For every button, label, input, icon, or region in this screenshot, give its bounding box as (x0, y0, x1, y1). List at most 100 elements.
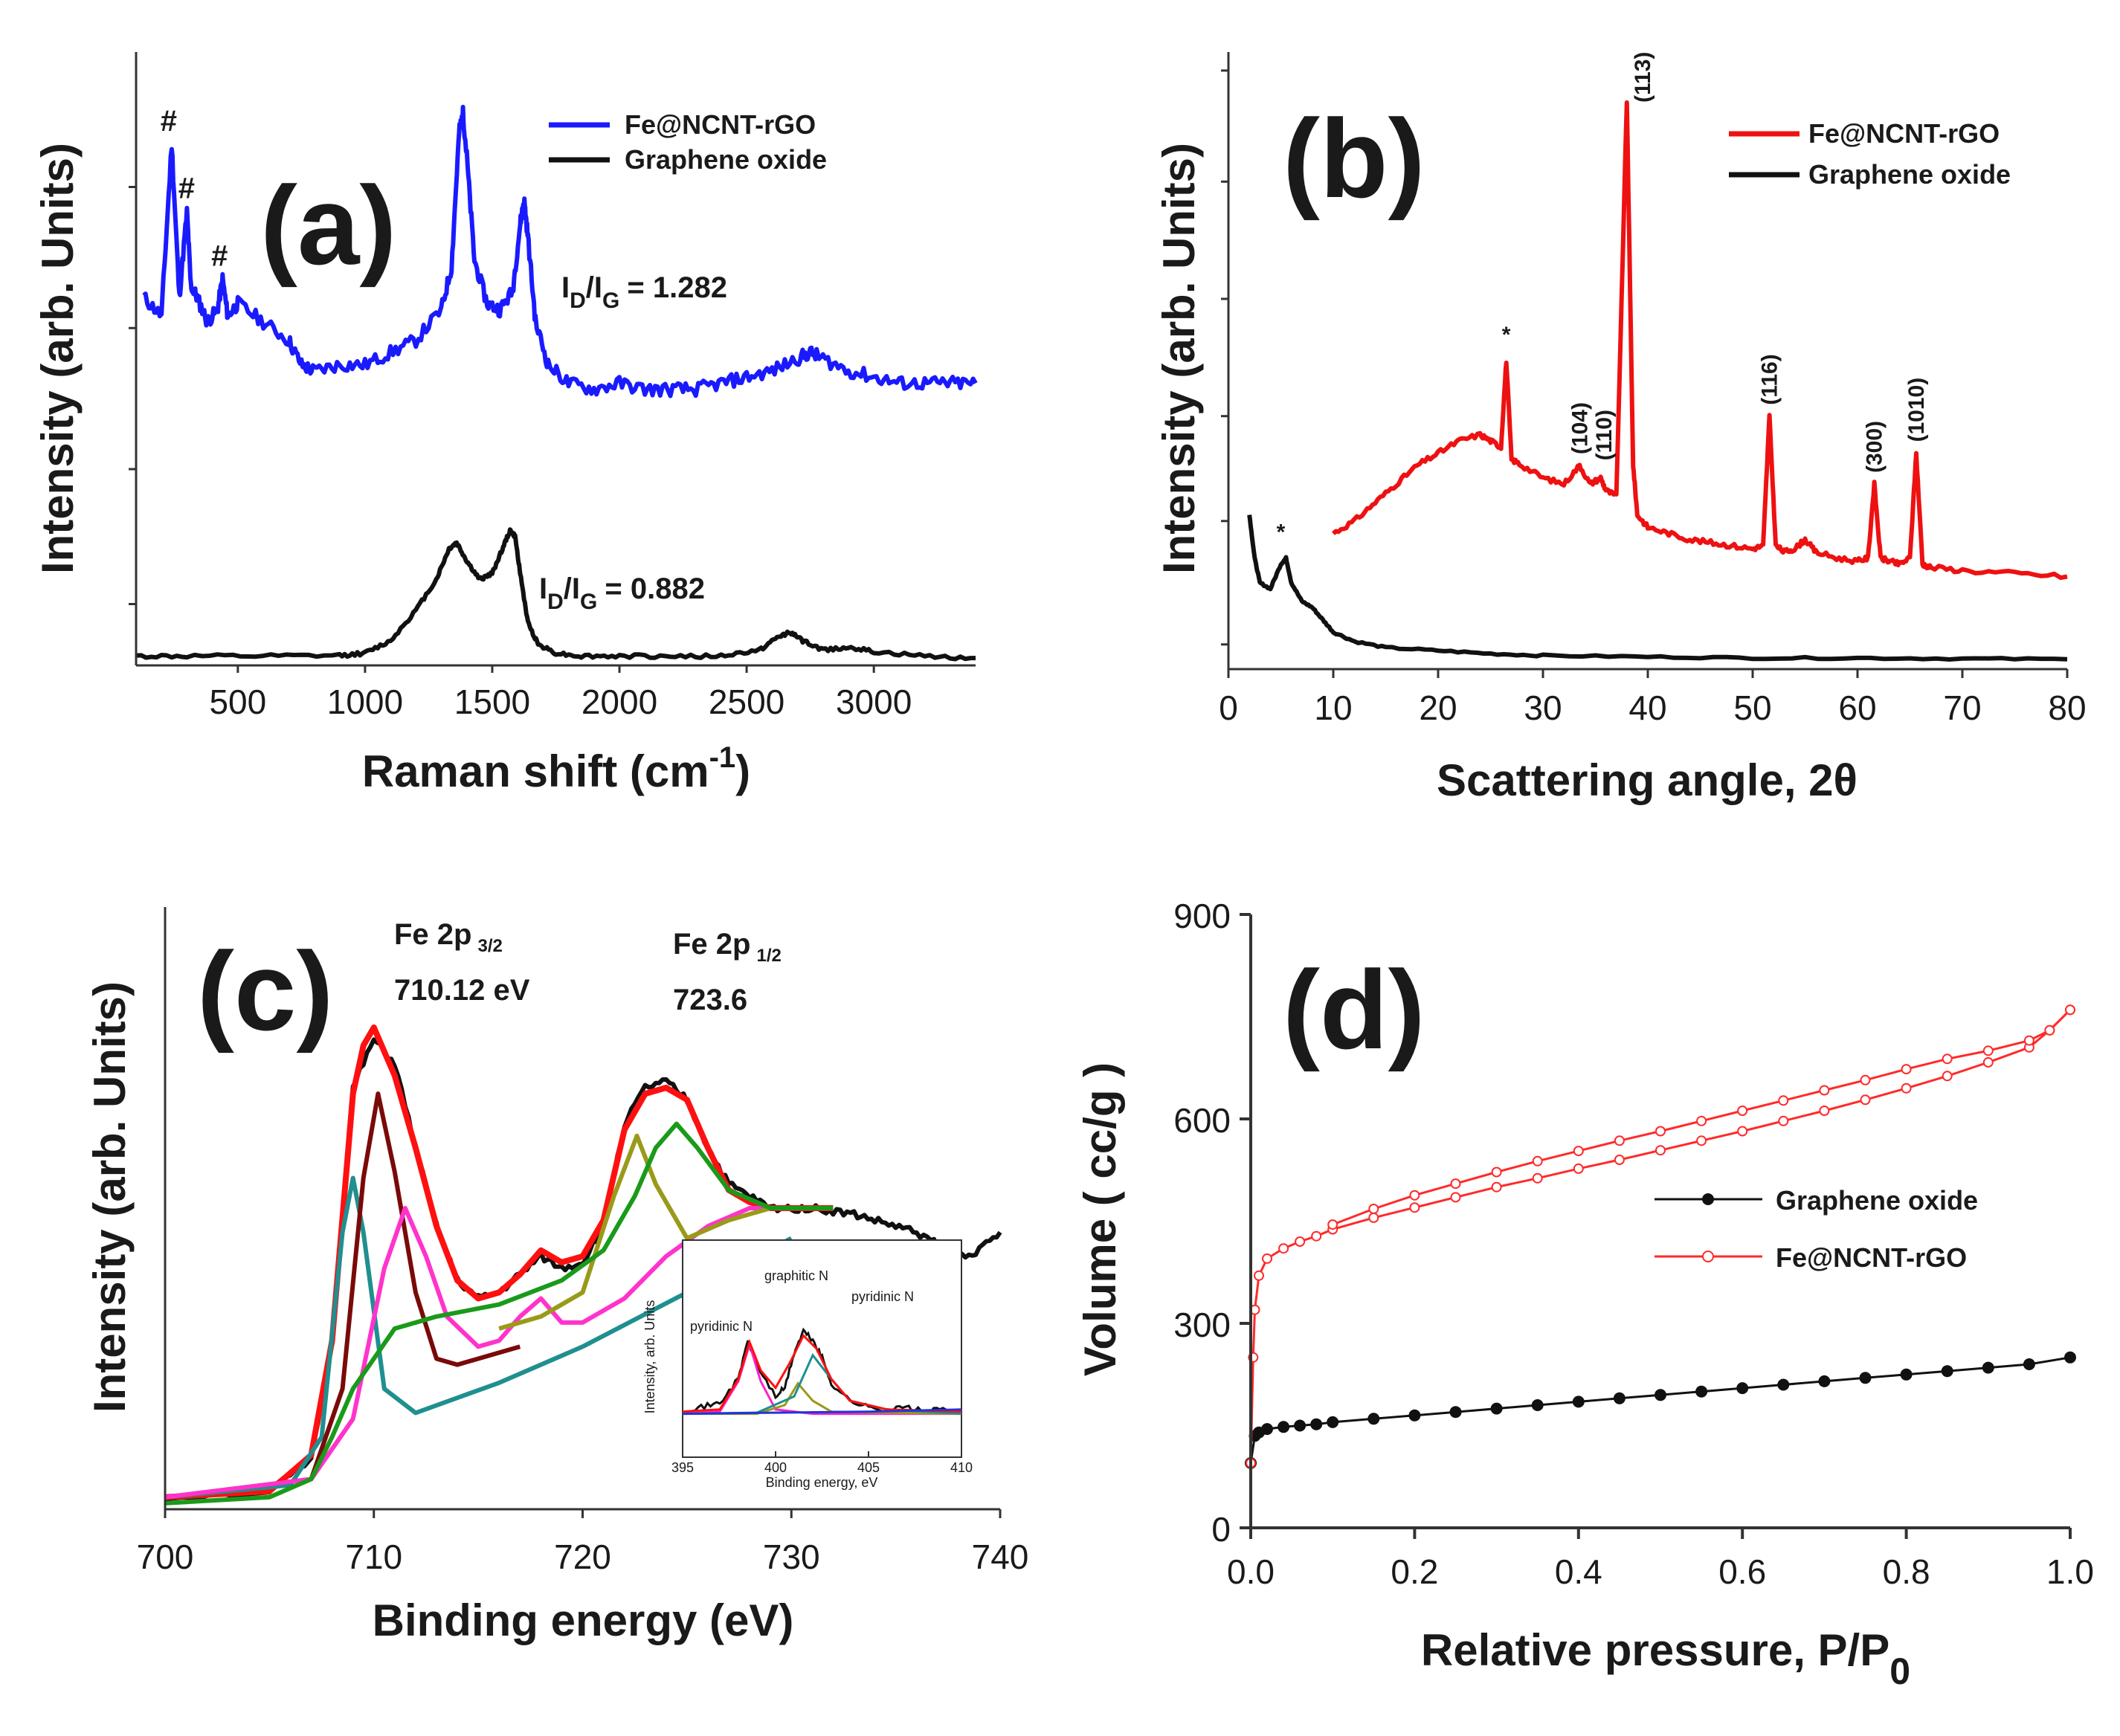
panel-a-legend-label-1: Fe@NCNT-rGO (625, 109, 816, 140)
panel-c-fe2p32-value: 710.12 eV (394, 974, 530, 1007)
panel-b-x-tick-label-40: 40 (1628, 688, 1666, 727)
panel-a-x-tick-label-1000: 1000 (327, 683, 403, 721)
panel-c-fe2p32-main: Fe 2p (394, 918, 471, 951)
panel-d-graphene-oxide-point (1367, 1413, 1380, 1425)
panel-b-peak-labels: * * (104) (110) (113) (116) (300) (1010) (1277, 52, 1929, 545)
panel-d-graphene-oxide-point (1941, 1365, 1953, 1378)
panel-a-x-axis-title-sup: -1 (709, 741, 736, 774)
panel-c-series-peak-724-line (164, 1121, 834, 1506)
panel-d-fe-point (1819, 1085, 1830, 1096)
panel-d-y-axis-title: Volume ( cc/g ) (1075, 1062, 1125, 1376)
panel-c-x-axis-title: Binding energy (eV) (373, 1595, 794, 1645)
panel-d-graphene-oxide-point (1695, 1385, 1708, 1398)
panel-b-peak-label-3: (104) (1568, 402, 1592, 454)
panel-a-ratio-blue: ID/IG = 1.282 (561, 271, 727, 313)
panel-b-plot (1247, 100, 2068, 662)
panel-a-ratio-black-value: = 0.882 (605, 572, 705, 605)
panel-c-series-peak-722-line (498, 1133, 834, 1331)
panel-d-fe-point (1737, 1126, 1748, 1137)
panel-a-ratio-blue-value: = 1.282 (627, 271, 727, 304)
panel-d-fe-point (1573, 1163, 1584, 1174)
panel-a-ratio-blue-sub-d: D (570, 288, 586, 313)
panel-b-x-tick-label-20: 20 (1419, 688, 1457, 727)
panel-d-fe-point (1901, 1064, 1912, 1075)
panel-d: (d) 0.0 0.2 0.4 0.6 0.8 1.0 0 300 600 900 Volume… (1075, 897, 2094, 1692)
panel-d-y-tick-label-600: 600 (1173, 1101, 1231, 1140)
panel-c-plot (164, 1025, 1002, 1506)
panel-c-inset-label-pyridinic-1: pyridinic N (690, 1319, 753, 1334)
panel-c-inset-x-ticks: 395 400 405 410 (671, 1451, 973, 1475)
panel-d-graphene-oxide-point (1859, 1372, 1872, 1384)
panel-c-fe2p12-label: Fe 2p 1/2 (673, 928, 782, 966)
panel-d-y-tick-label-0: 0 (1211, 1510, 1231, 1549)
panel-d-fe-point (1982, 1056, 1994, 1068)
panel-d-fe-point (1532, 1172, 1543, 1184)
panel-b-x-tick-label-30: 30 (1524, 688, 1562, 727)
panel-d-x-ticks: 0.0 0.2 0.4 0.6 0.8 1.0 (1227, 1528, 2094, 1591)
panel-a-ratio-blue-i1: I (561, 271, 570, 304)
panel-b-x-tick-label-50: 50 (1733, 688, 1771, 727)
panel-a-series-1-line (142, 104, 978, 398)
panel-c-y-axis-title: Intensity (arb. Units) (85, 981, 135, 1413)
panel-d-fe-point (1450, 1178, 1461, 1190)
panel-a-label: (a) (260, 163, 396, 288)
panel-c-inset: 395 400 405 410 Intensity, arb. Units Bindi… (642, 1239, 973, 1490)
panel-d-legend-marker-1 (1702, 1193, 1714, 1205)
panel-d-x-tick-label-0.4: 0.4 (1555, 1552, 1602, 1591)
panel-a-x-ticks: 500 1000 1500 2000 2500 3000 (209, 665, 912, 721)
panel-d-fe-point (1942, 1053, 1953, 1065)
panel-d-graphene-oxide-point (1278, 1421, 1290, 1433)
panel-d-fe-point (1409, 1202, 1420, 1213)
panel-b-legend: Fe@NCNT-rGO Graphene oxide (1729, 118, 2011, 190)
panel-d-fe-point (1982, 1045, 1994, 1056)
panel-b-peak-label-5: (113) (1631, 52, 1655, 103)
panel-d-fe-point (1311, 1230, 1322, 1242)
panel-a-legend: Fe@NCNT-rGO Graphene oxide (549, 109, 827, 175)
panel-c-x-tick-label-720: 720 (554, 1537, 611, 1576)
panel-c-fe2p32-sub: 3/2 (477, 936, 502, 956)
panel-d-graphene-oxide-point (2064, 1351, 2076, 1364)
panel-d-fe-point (1655, 1145, 1666, 1156)
panel-d-graphene-oxide-point (1900, 1368, 1913, 1381)
panel-c-inset-x-tick-label-395: 395 (671, 1460, 694, 1475)
panel-c-inset-plot (682, 1327, 963, 1416)
panel-b-x-tick-label-0: 0 (1219, 688, 1238, 727)
panel-b-legend-label-1: Fe@NCNT-rGO (1808, 118, 2000, 149)
panel-d-legend-label-1: Graphene oxide (1776, 1185, 1978, 1216)
panel-b-x-axis-title: Scattering angle, 2θ (1437, 755, 1858, 805)
panel-b-series-2-line (1247, 514, 2068, 662)
panel-a-x-tick-label-500: 500 (209, 683, 266, 721)
panel-b-x-tick-label-70: 70 (1943, 688, 1981, 727)
panel-d-graphene-oxide-point (1531, 1399, 1544, 1411)
panel-b-legend-label-2: Graphene oxide (1808, 159, 2011, 190)
panel-a-ratio-black: ID/IG = 0.882 (539, 572, 705, 614)
panel-d-legend-marker-2 (1702, 1251, 1714, 1262)
panel-a-x-tick-label-1500: 1500 (454, 683, 530, 721)
panel-d-fe-point (1696, 1115, 1707, 1126)
panel-d-fe-point (2044, 1025, 2055, 1036)
panel-b: (b) 0 10 20 30 40 50 60 70 80 Intensity (arb. Un… (1154, 52, 2087, 805)
panel-b-peak-label-2: * (1277, 520, 1286, 545)
panel-a-x-axis-title: Raman shift (cm-1) (362, 741, 750, 796)
panel-c-series-peak-710-line (164, 1091, 521, 1500)
panel-d-legend: Graphene oxide Fe@NCNT-rGO (1655, 1185, 1978, 1273)
panel-d-x-tick-label-0.6: 0.6 (1718, 1552, 1766, 1591)
panel-c-inset-x-title: Binding energy, eV (766, 1475, 878, 1490)
panel-d-legend-label-2: Fe@NCNT-rGO (1776, 1242, 1967, 1273)
panel-b-peak-label-8: (1010) (1904, 378, 1929, 442)
panel-c-inset-component-5 (682, 1408, 962, 1416)
panel-d-fe-point (1327, 1219, 1338, 1230)
panel-a-ratio-black-sub-g: G (580, 590, 597, 614)
panel-d-x-axis-title-sub: 0 (1889, 1651, 1910, 1692)
panel-d-fe-point (1368, 1212, 1379, 1223)
panel-d-graphene-oxide-point (1613, 1392, 1626, 1404)
panel-d-fe-point (1450, 1192, 1461, 1203)
panel-b-x-tick-label-60: 60 (1838, 688, 1876, 727)
panel-c-series-peak-712-line (164, 1206, 834, 1500)
panel-c-inset-y-title: Intensity, arb. Units (642, 1300, 657, 1414)
panel-d-fe-point (1491, 1181, 1502, 1193)
panel-d-fe-point (1614, 1135, 1625, 1146)
panel-c-fe2p12-value: 723.6 (673, 984, 747, 1016)
panel-c-x-ticks: 700 710 720 730 740 (137, 1509, 1028, 1576)
